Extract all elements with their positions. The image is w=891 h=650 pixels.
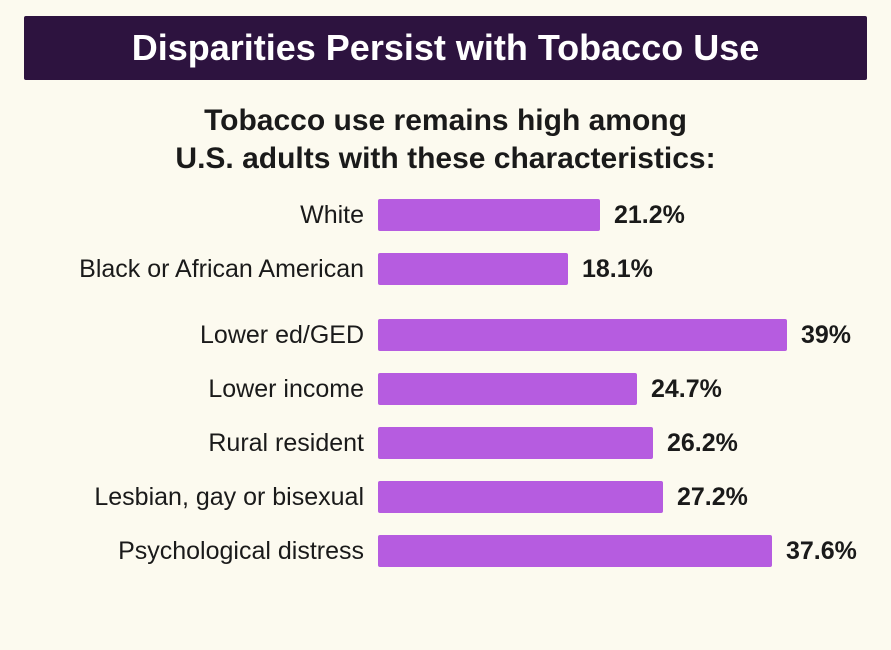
bar-area: 27.2% — [378, 477, 867, 517]
bar-area: 37.6% — [378, 531, 867, 571]
value-label: 27.2% — [663, 483, 748, 512]
subtitle-line-2: U.S. adults with these characteristics: — [175, 142, 715, 175]
bar-area: 26.2% — [378, 423, 867, 463]
value-label: 21.2% — [600, 201, 685, 230]
chart-row: Lower income 24.7% — [24, 369, 867, 409]
category-label: Psychological distress — [24, 537, 378, 566]
bar — [378, 481, 663, 513]
chart-row: Black or African American 18.1% — [24, 249, 867, 289]
chart-row: Lower ed/GED 39% — [24, 315, 867, 355]
bar-area: 39% — [378, 315, 867, 355]
bar-area: 18.1% — [378, 249, 867, 289]
title-band: Disparities Persist with Tobacco Use — [24, 16, 867, 80]
group-gap — [24, 303, 867, 315]
value-label: 26.2% — [653, 429, 738, 458]
subtitle-line-1: Tobacco use remains high among — [204, 104, 687, 137]
bar-chart: White 21.2% Black or African American 18.1%… — [24, 195, 867, 571]
category-label: Black or African American — [24, 255, 378, 284]
bar — [378, 253, 568, 285]
chart-row: Lesbian, gay or bisexual 27.2% — [24, 477, 867, 517]
bar — [378, 199, 600, 231]
value-label: 37.6% — [772, 537, 857, 566]
value-label: 18.1% — [568, 255, 653, 284]
chart-row: Psychological distress 37.6% — [24, 531, 867, 571]
value-label: 39% — [787, 321, 851, 350]
bar — [378, 373, 637, 405]
category-label: Rural resident — [24, 429, 378, 458]
bar — [378, 535, 772, 567]
chart-row: Rural resident 26.2% — [24, 423, 867, 463]
category-label: Lesbian, gay or bisexual — [24, 483, 378, 512]
page-frame: Disparities Persist with Tobacco Use Tob… — [0, 0, 891, 650]
subtitle: Tobacco use remains high among U.S. adul… — [24, 102, 867, 177]
bar — [378, 427, 653, 459]
value-label: 24.7% — [637, 375, 722, 404]
chart-row: White 21.2% — [24, 195, 867, 235]
bar-area: 24.7% — [378, 369, 867, 409]
category-label: White — [24, 201, 378, 230]
category-label: Lower income — [24, 375, 378, 404]
bar — [378, 319, 787, 351]
bar-area: 21.2% — [378, 195, 867, 235]
category-label: Lower ed/GED — [24, 321, 378, 350]
